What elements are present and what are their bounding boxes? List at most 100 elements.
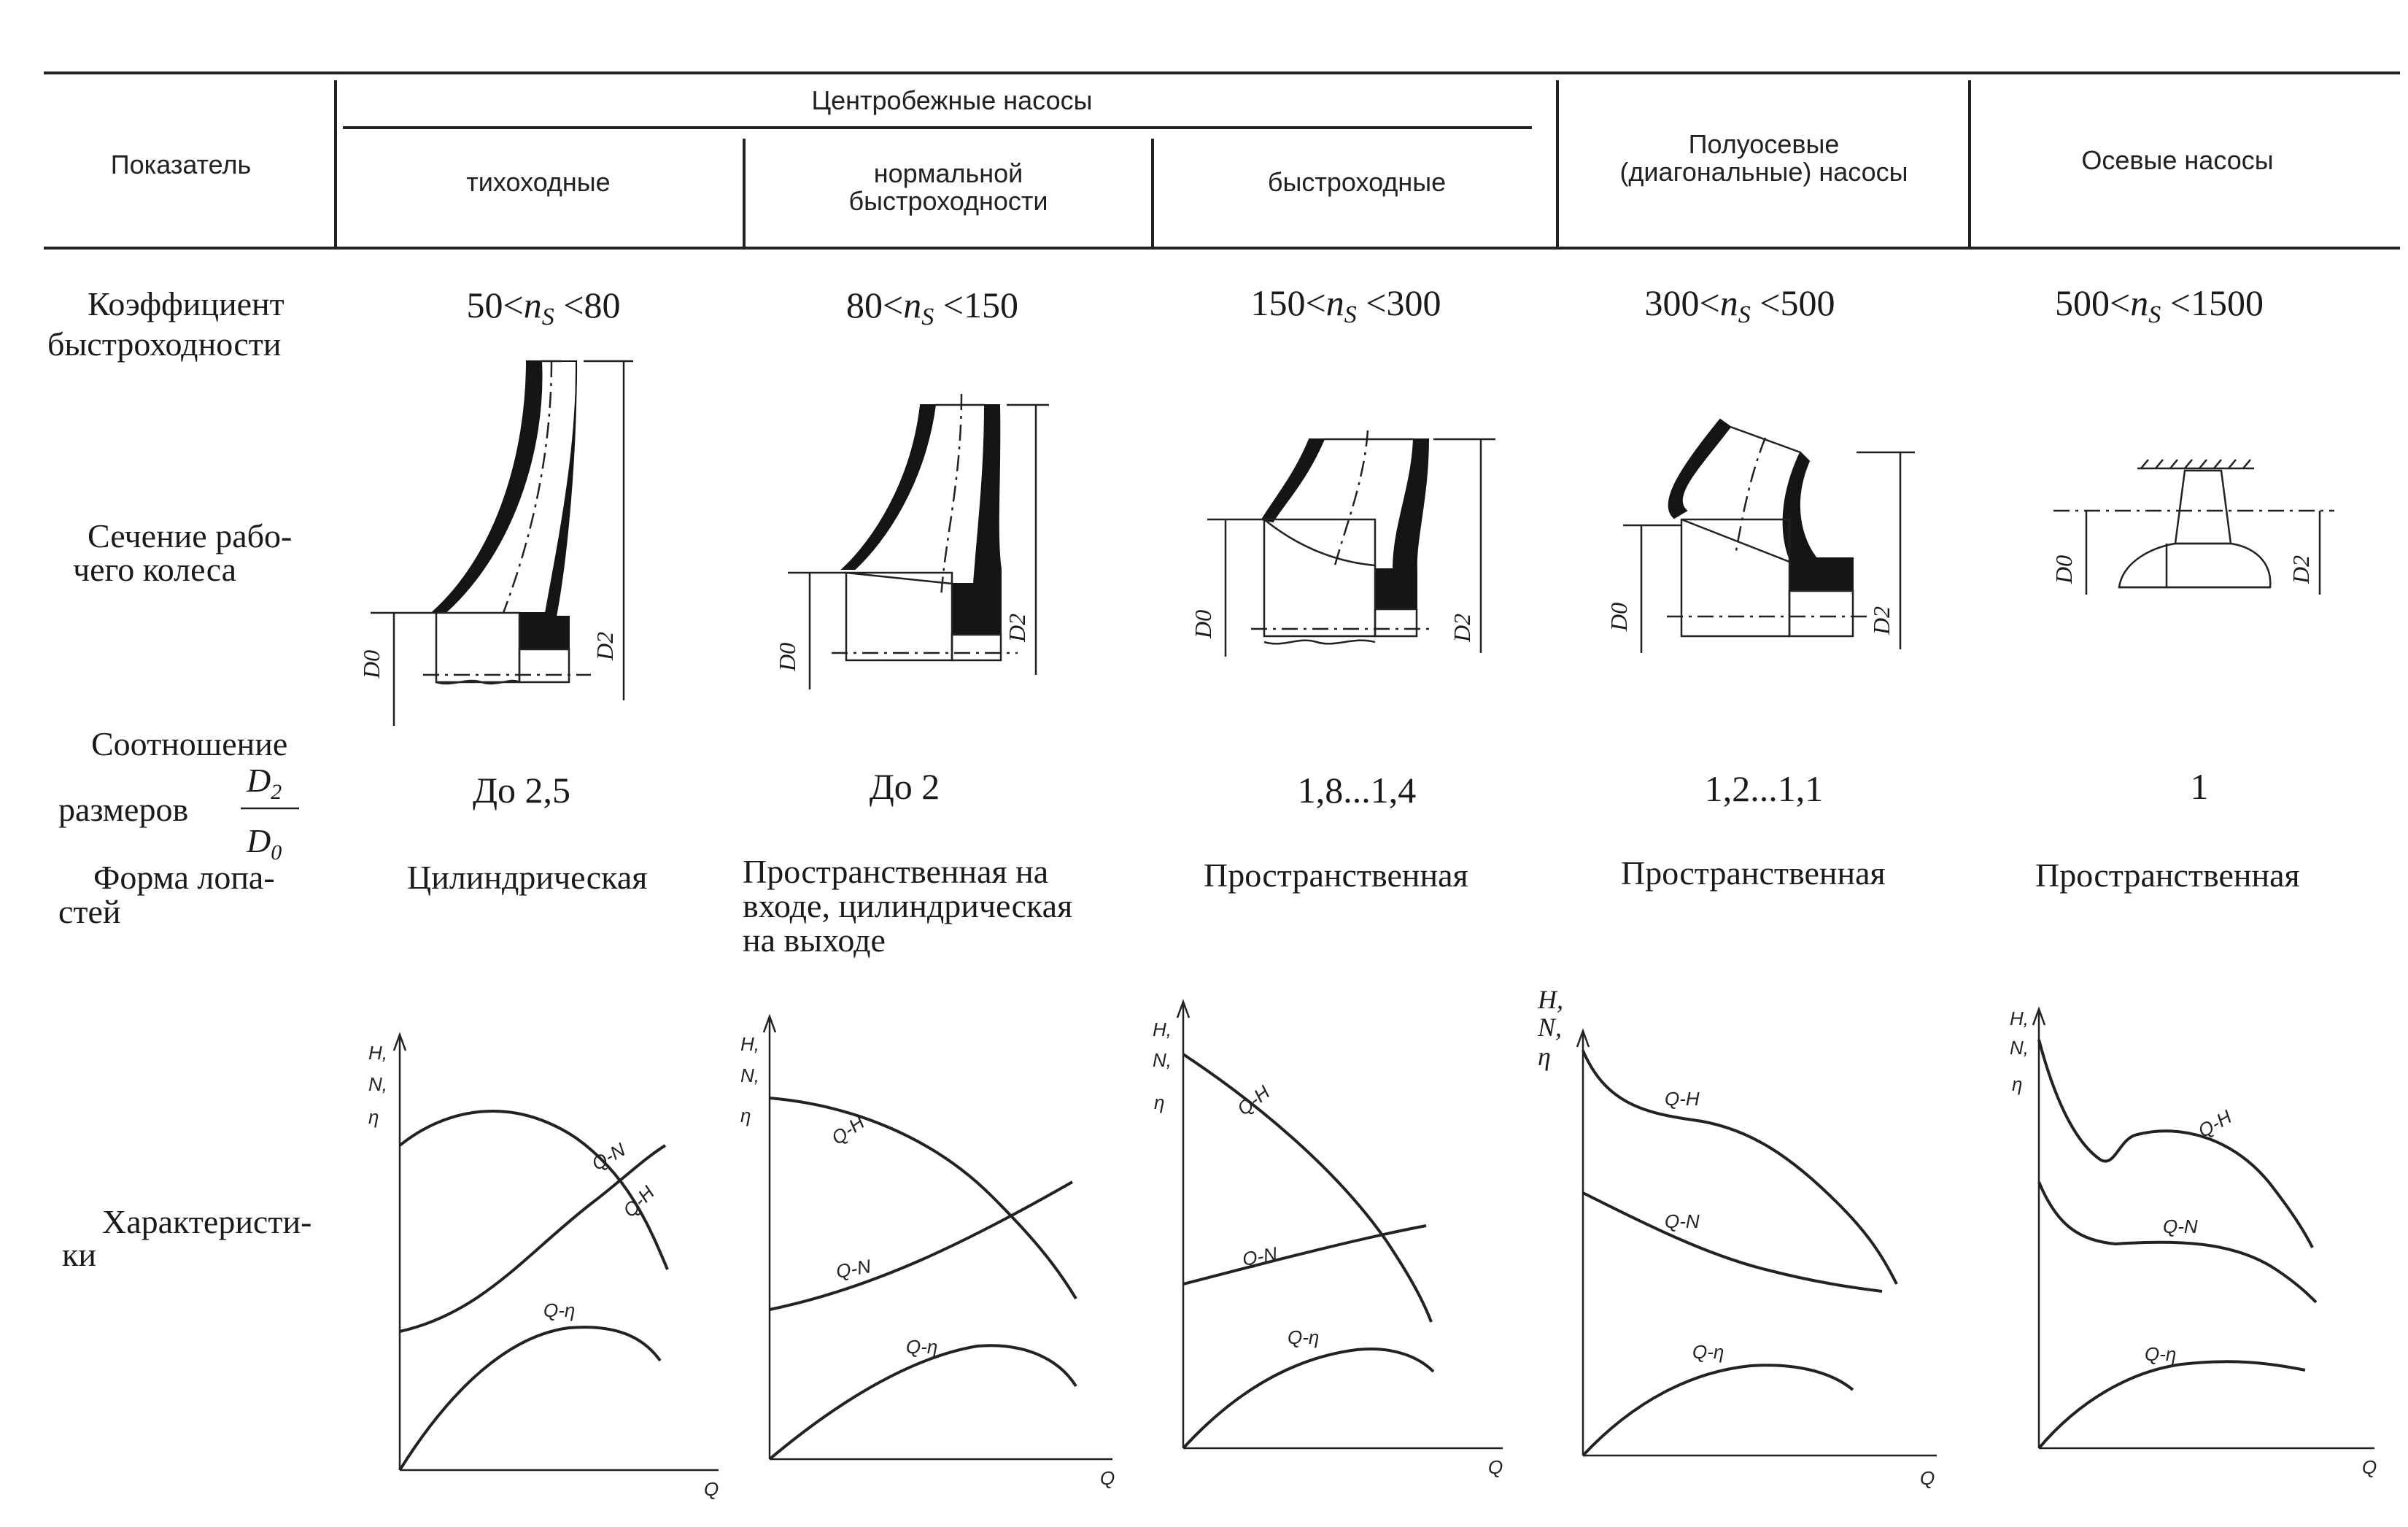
svg-text:η: η: [1154, 1091, 1164, 1113]
normal-speed-header-line2: быстроходности: [849, 186, 1048, 216]
characteristic-chart-high-speed: H, N, η Q Q-H Q-N Q-η: [1153, 999, 1503, 1478]
qh-curve: [2037, 1039, 2314, 1248]
mixed-flow-header-line1: Полуосевые: [1689, 129, 1840, 159]
characteristics-label-line2: ки: [62, 1236, 96, 1273]
blade-shape-values: Цилиндрическая Пространственная на входе…: [407, 853, 2300, 959]
svg-text:D2: D2: [2288, 555, 2314, 584]
qh-curve: [769, 1097, 1077, 1300]
svg-text:D0: D0: [2051, 555, 2077, 584]
svg-text:Q-η: Q-η: [1288, 1326, 1319, 1348]
svg-text:Q: Q: [1100, 1467, 1115, 1489]
svg-text:D0: D0: [358, 650, 384, 679]
blade-high-speed: Пространственная: [1204, 857, 1468, 894]
qeta-curve: [398, 1326, 662, 1472]
blade-normal-speed-line3: на выходе: [743, 921, 886, 959]
svg-text:η: η: [740, 1105, 751, 1126]
svg-text:H,: H,: [740, 1033, 759, 1055]
ratio-normal-speed: До 2: [870, 766, 940, 807]
svg-text:η: η: [368, 1106, 379, 1128]
qeta-curve: [1182, 1348, 1435, 1450]
section-label-line1: Сечение рабо-: [88, 517, 292, 554]
svg-text:η: η: [1538, 1042, 1551, 1071]
ns-range-high-speed: 150<nS <300: [1251, 282, 1441, 328]
impeller-section-axial: D0 D2: [2051, 459, 2334, 595]
svg-text:N,: N,: [2010, 1037, 2029, 1059]
table-header: Показатель Центробежные насосы тихоходны…: [111, 85, 2274, 216]
svg-text:D0: D0: [246, 822, 282, 865]
svg-text:Q-N: Q-N: [1241, 1242, 1279, 1270]
high-speed-header: быстроходные: [1268, 167, 1446, 197]
qh-curve: [398, 1110, 669, 1270]
blade-low-speed: Цилиндрическая: [407, 859, 647, 896]
ns-range-axial: 500<nS <1500: [2055, 282, 2264, 328]
qn-curve: [399, 1144, 667, 1333]
svg-text:Q-H: Q-H: [1665, 1088, 1700, 1110]
blade-axial: Пространственная: [2035, 857, 2300, 894]
svg-text:N,: N,: [740, 1064, 759, 1086]
ratio-low-speed: До 2,5: [473, 770, 570, 811]
svg-text:η: η: [2012, 1073, 2022, 1095]
speed-coefficient-values: 50<nS <80 80<nS <150 150<nS <300 300<nS …: [467, 282, 2264, 330]
qn-curve: [1582, 1191, 1883, 1293]
impeller-section-normal-speed: D0 D2: [774, 393, 1049, 689]
qn-curve: [769, 1180, 1073, 1311]
svg-text:N,: N,: [1537, 1013, 1562, 1042]
svg-text:D0: D0: [774, 643, 800, 672]
characteristic-chart-mixed-flow: H, N, η Q Q-H Q-N Q-η: [1537, 985, 1937, 1489]
ratio-mixed-flow: 1,2...1,1: [1705, 768, 1824, 809]
svg-text:Q: Q: [704, 1478, 719, 1500]
qh-curve: [1182, 1053, 1433, 1323]
svg-text:D2: D2: [246, 762, 282, 804]
svg-text:D0: D0: [1190, 610, 1216, 639]
speed-coefficient-label-line1: Коэффициент: [88, 285, 284, 322]
qeta-curve: [768, 1344, 1077, 1461]
blade-mixed-flow: Пространственная: [1621, 854, 1886, 892]
svg-text:Q-N: Q-N: [588, 1138, 629, 1175]
svg-text:D2: D2: [1004, 614, 1030, 643]
qn-curve: [1182, 1224, 1427, 1286]
blade-normal-speed-line2: входе, цилиндрическая: [743, 887, 1072, 924]
ratio-axial: 1: [2191, 766, 2209, 807]
section-label-line2: чего колеса: [73, 551, 236, 588]
characteristic-chart-low-speed: H, N, η Q Q-N Q-H Q-η: [368, 1032, 719, 1500]
svg-text:D2: D2: [592, 632, 618, 661]
svg-text:N,: N,: [1153, 1049, 1172, 1071]
ratio-label-line2: размеров: [58, 791, 188, 828]
svg-text:Q-N: Q-N: [2163, 1215, 2198, 1237]
characteristics-charts: H, N, η Q Q-N Q-H Q-η H, N, η Q Q-H Q-N …: [368, 985, 2377, 1500]
svg-text:H,: H,: [368, 1042, 387, 1064]
ratio-label-line1: Соотношение: [91, 725, 287, 762]
ns-range-low-speed: 50<nS <80: [467, 285, 621, 330]
centrifugal-pumps-header: Центробежные насосы: [812, 85, 1093, 115]
impeller-section-low-speed: D0 D2: [358, 360, 633, 726]
qeta-curve: [2037, 1360, 2306, 1450]
ratio-fraction: D2 D0: [241, 762, 299, 865]
svg-text:Q-H: Q-H: [1233, 1081, 1274, 1120]
qh-curve: [1582, 1050, 1898, 1285]
svg-text:Q-η: Q-η: [543, 1299, 575, 1321]
ratio-high-speed: 1,8...1,4: [1298, 770, 1417, 811]
row-labels: Коэффициент быстроходности Сечение рабо-…: [47, 285, 311, 1273]
mixed-flow-header-line2: (диагональные) насосы: [1619, 157, 1908, 187]
ns-range-normal-speed: 80<nS <150: [846, 285, 1018, 330]
indicator-header: Показатель: [111, 150, 251, 179]
svg-text:Q: Q: [1920, 1467, 1935, 1489]
svg-text:H,: H,: [1537, 985, 1563, 1014]
characteristic-chart-axial: H, N, η Q Q-H Q-N Q-η: [2010, 1006, 2377, 1478]
svg-text:H,: H,: [2010, 1008, 2029, 1029]
ratio-values: До 2,5 До 2 1,8...1,4 1,2...1,1 1: [473, 766, 2209, 811]
svg-text:Q-η: Q-η: [1692, 1341, 1724, 1363]
svg-text:D2: D2: [1868, 606, 1894, 635]
characteristic-chart-normal-speed: H, N, η Q Q-H Q-N Q-η: [740, 1013, 1115, 1489]
qeta-curve: [1582, 1364, 1854, 1457]
blade-shape-label-line1: Форма лопа-: [93, 859, 275, 896]
speed-coefficient-label-line2: быстроходности: [47, 325, 281, 363]
table-grid: [44, 71, 2400, 250]
svg-text:Q-N: Q-N: [835, 1255, 872, 1283]
svg-text:D0: D0: [1606, 603, 1632, 632]
ns-range-mixed-flow: 300<nS <500: [1645, 282, 1835, 328]
svg-text:Q-η: Q-η: [2145, 1343, 2176, 1365]
axial-pumps-header: Осевые насосы: [2081, 145, 2273, 175]
svg-text:Q-η: Q-η: [906, 1336, 937, 1358]
